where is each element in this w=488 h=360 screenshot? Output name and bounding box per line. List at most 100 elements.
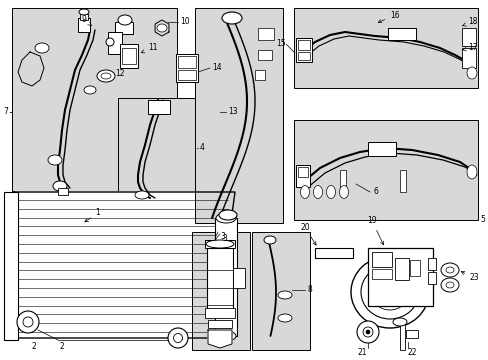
Bar bbox=[178, 70, 196, 80]
Text: 6: 6 bbox=[373, 188, 378, 197]
Ellipse shape bbox=[219, 210, 237, 220]
Ellipse shape bbox=[84, 86, 96, 94]
Bar bbox=[215, 218, 237, 336]
Ellipse shape bbox=[362, 327, 372, 337]
Bar bbox=[254, 70, 264, 80]
Ellipse shape bbox=[278, 314, 291, 322]
Bar bbox=[387, 28, 415, 40]
Text: 8: 8 bbox=[307, 285, 312, 294]
Bar bbox=[461, 28, 475, 46]
Bar bbox=[58, 188, 68, 195]
Ellipse shape bbox=[339, 185, 348, 198]
Bar bbox=[461, 48, 475, 68]
Bar bbox=[148, 100, 170, 114]
Text: 19: 19 bbox=[366, 216, 383, 245]
Bar bbox=[78, 18, 90, 32]
Bar bbox=[206, 248, 232, 316]
Text: 20: 20 bbox=[300, 223, 315, 245]
Text: 9: 9 bbox=[82, 15, 92, 26]
Ellipse shape bbox=[173, 333, 182, 342]
Text: 4: 4 bbox=[200, 144, 204, 153]
Bar bbox=[12, 8, 177, 193]
Text: 15: 15 bbox=[276, 40, 285, 49]
Text: 13: 13 bbox=[227, 108, 237, 117]
Bar bbox=[118, 98, 200, 200]
Bar bbox=[293, 8, 477, 88]
Bar bbox=[258, 50, 271, 60]
Bar bbox=[371, 269, 391, 279]
Bar bbox=[367, 142, 395, 156]
Polygon shape bbox=[207, 330, 231, 348]
Ellipse shape bbox=[356, 321, 378, 343]
Bar bbox=[371, 252, 391, 267]
Ellipse shape bbox=[278, 291, 291, 299]
Ellipse shape bbox=[350, 256, 428, 328]
Text: 23: 23 bbox=[460, 271, 479, 283]
Text: 2: 2 bbox=[60, 342, 64, 351]
Bar bbox=[120, 44, 138, 68]
Bar bbox=[427, 272, 435, 284]
Bar bbox=[409, 260, 419, 276]
Bar bbox=[232, 268, 244, 288]
Bar bbox=[115, 22, 133, 34]
Ellipse shape bbox=[222, 12, 242, 24]
Ellipse shape bbox=[118, 15, 132, 25]
Text: 1: 1 bbox=[85, 208, 100, 222]
Ellipse shape bbox=[48, 155, 62, 165]
Bar bbox=[80, 14, 88, 20]
Ellipse shape bbox=[300, 185, 309, 198]
Bar bbox=[108, 32, 122, 54]
Ellipse shape bbox=[466, 67, 476, 79]
Ellipse shape bbox=[35, 43, 49, 53]
Text: 7: 7 bbox=[3, 108, 8, 117]
Bar bbox=[295, 165, 309, 187]
Text: 21: 21 bbox=[357, 348, 366, 357]
Bar bbox=[394, 258, 408, 280]
Bar bbox=[295, 38, 311, 62]
Ellipse shape bbox=[440, 263, 458, 277]
Bar bbox=[399, 170, 405, 192]
Bar bbox=[427, 258, 435, 270]
Ellipse shape bbox=[97, 70, 115, 82]
Ellipse shape bbox=[205, 240, 234, 248]
Text: 5: 5 bbox=[479, 216, 484, 225]
Text: 18: 18 bbox=[462, 18, 476, 27]
Ellipse shape bbox=[17, 311, 39, 333]
Ellipse shape bbox=[168, 328, 187, 348]
Polygon shape bbox=[14, 192, 235, 338]
Text: 17: 17 bbox=[462, 44, 477, 53]
Ellipse shape bbox=[216, 213, 236, 223]
Bar bbox=[192, 232, 249, 350]
Bar bbox=[258, 28, 273, 40]
Ellipse shape bbox=[216, 331, 236, 341]
Bar bbox=[297, 40, 309, 50]
Bar bbox=[4, 192, 18, 340]
Ellipse shape bbox=[440, 278, 458, 292]
Text: 2: 2 bbox=[32, 342, 37, 351]
Bar bbox=[297, 167, 307, 177]
Ellipse shape bbox=[445, 267, 453, 273]
Ellipse shape bbox=[106, 38, 114, 46]
Bar bbox=[339, 170, 346, 192]
Ellipse shape bbox=[264, 236, 275, 244]
Ellipse shape bbox=[101, 73, 111, 79]
Ellipse shape bbox=[360, 265, 418, 319]
Text: 12: 12 bbox=[115, 68, 124, 77]
Bar bbox=[293, 120, 477, 220]
Ellipse shape bbox=[365, 330, 369, 334]
Text: 22: 22 bbox=[407, 348, 416, 357]
Bar bbox=[399, 322, 404, 350]
Ellipse shape bbox=[445, 282, 453, 288]
Text: 16: 16 bbox=[377, 10, 399, 23]
Text: 3: 3 bbox=[220, 232, 224, 241]
Bar bbox=[367, 248, 432, 306]
Bar bbox=[178, 56, 196, 68]
Bar bbox=[297, 52, 309, 60]
Ellipse shape bbox=[23, 317, 33, 327]
Bar bbox=[207, 320, 231, 328]
Ellipse shape bbox=[313, 185, 322, 198]
Ellipse shape bbox=[135, 191, 149, 199]
Bar bbox=[122, 48, 136, 64]
Bar bbox=[204, 308, 235, 318]
Ellipse shape bbox=[53, 181, 67, 191]
